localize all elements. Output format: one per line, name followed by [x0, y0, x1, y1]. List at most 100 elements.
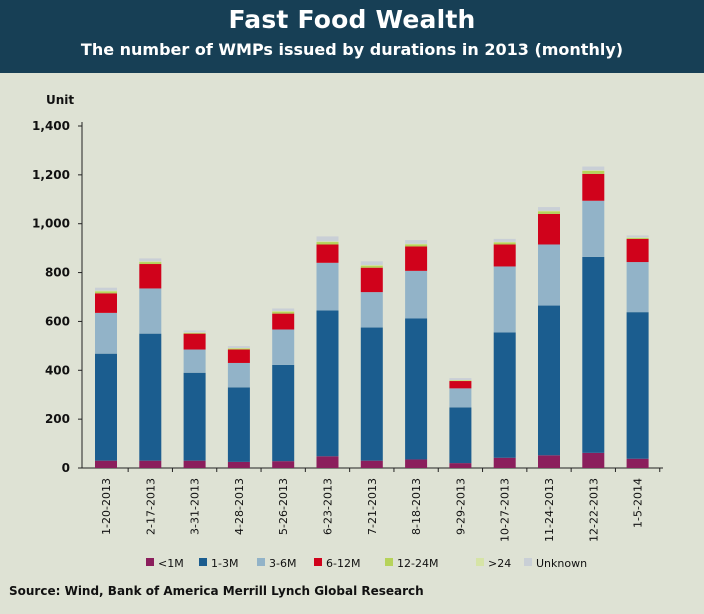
y-tick-label: 800	[45, 266, 70, 280]
chart-header: Fast Food Wealth The number of WMPs issu…	[0, 0, 704, 73]
bar-segment	[538, 305, 560, 456]
bar-segment	[360, 261, 383, 265]
bar-segment	[95, 353, 117, 461]
bar-segment	[582, 200, 605, 257]
bar-segment	[227, 349, 250, 363]
bar-segment	[360, 327, 383, 461]
y-tick-label: 0	[62, 461, 70, 475]
bar-segment	[95, 312, 117, 354]
bar-segment	[405, 243, 428, 245]
bar-segment	[493, 241, 516, 243]
bar-segment	[493, 244, 516, 267]
legend-swatch	[257, 558, 265, 566]
bar-segment	[405, 240, 428, 244]
bar-segment	[272, 311, 295, 314]
bar-segment	[183, 330, 206, 333]
axes: 0 200 400 600 800 1,000 1,200 1,400	[32, 119, 663, 475]
bar-segment	[405, 459, 428, 468]
bar-segment	[316, 310, 339, 457]
bar-segment	[582, 256, 605, 453]
x-tick-label: 1-5-2014	[632, 478, 645, 528]
x-tick-label: 5-26-2013	[277, 478, 290, 535]
bar-segment	[272, 329, 295, 365]
bar-segment	[183, 349, 206, 373]
x-tick-label: 10-27-2013	[499, 478, 512, 542]
bar-segment	[227, 387, 250, 462]
bar-segment	[139, 333, 162, 461]
bar-segment	[272, 461, 295, 468]
bar-segment	[360, 265, 383, 268]
legend-label: 12-24M	[397, 557, 438, 570]
bar-segment	[227, 348, 250, 350]
bar-segment	[493, 242, 516, 245]
legend-swatch	[385, 558, 393, 566]
bar-segment	[139, 460, 162, 468]
x-tick-label: 4-28-2013	[233, 478, 246, 535]
x-tick-label: 9-29-2013	[454, 478, 467, 535]
bar-segment	[538, 213, 560, 245]
bar-segment	[626, 262, 649, 313]
bar-segment	[538, 211, 560, 214]
x-tick-labels: 1-20-2013 2-17-2013 3-31-2013 4-28-2013 5-26…	[100, 478, 645, 542]
bar-segment	[316, 262, 339, 311]
legend-label: 1-3M	[211, 557, 238, 570]
bar-segment	[626, 458, 649, 468]
bar-segment	[95, 291, 117, 294]
bar-segment	[493, 238, 516, 242]
bar-segment	[272, 310, 295, 312]
bar-segment	[95, 460, 117, 468]
legend-label: 3-6M	[269, 557, 296, 570]
y-tick-label: 200	[45, 412, 70, 426]
legend-swatch	[524, 558, 532, 566]
chart-title: Fast Food Wealth	[228, 5, 476, 34]
bar-segment	[582, 170, 605, 174]
legend-label: 6-12M	[326, 557, 360, 570]
source-note: Source: Wind, Bank of America Merrill Ly…	[9, 584, 424, 598]
bar-segment	[272, 364, 295, 462]
legend-label: Unknown	[536, 557, 587, 570]
bar-segment	[360, 460, 383, 468]
bar-segment	[582, 166, 605, 171]
y-tick-label: 600	[45, 314, 70, 328]
bar-segment	[272, 308, 295, 311]
bar-segment	[360, 292, 383, 328]
x-tick-label: 6-23-2013	[322, 478, 335, 535]
bar-segment	[227, 362, 250, 388]
bar-segment	[493, 457, 516, 468]
x-tick-label: 1-20-2013	[100, 478, 113, 535]
x-tick-label: 8-18-2013	[410, 478, 423, 535]
x-tick-label: 11-24-2013	[543, 478, 556, 542]
bars-group	[95, 166, 649, 468]
bar-segment	[95, 293, 117, 313]
bar-segment	[626, 235, 649, 238]
bar-segment	[538, 207, 560, 211]
bar-segment	[405, 270, 428, 319]
bar-segment	[582, 173, 605, 201]
bar-segment	[227, 346, 250, 349]
legend-label: <1M	[158, 557, 184, 570]
bar-segment	[405, 244, 428, 247]
bar-segment	[493, 266, 516, 333]
bar-segment	[405, 318, 428, 460]
bar-segment	[183, 333, 206, 350]
bar-segment	[493, 332, 516, 458]
legend-swatch	[314, 558, 322, 566]
bar-segment	[538, 244, 560, 306]
bar-segment	[360, 264, 383, 266]
bar-segment	[626, 237, 649, 239]
bar-segment	[139, 261, 162, 263]
bar-segment	[449, 407, 472, 464]
y-axis-label: Unit	[46, 93, 74, 107]
legend-label: >24	[488, 557, 511, 570]
bar-segment	[405, 246, 428, 271]
bar-segment	[227, 461, 250, 468]
bar-segment	[360, 267, 383, 293]
bar-segment	[626, 238, 649, 263]
chart-subtitle: The number of WMPs issued by durations i…	[80, 40, 624, 59]
bar-segment	[582, 170, 605, 171]
x-tick-label: 2-17-2013	[144, 478, 157, 535]
bar-segment	[95, 287, 117, 291]
bar-segment	[538, 455, 560, 468]
y-tick-label: 1,000	[32, 217, 70, 231]
bar-segment	[139, 288, 162, 334]
